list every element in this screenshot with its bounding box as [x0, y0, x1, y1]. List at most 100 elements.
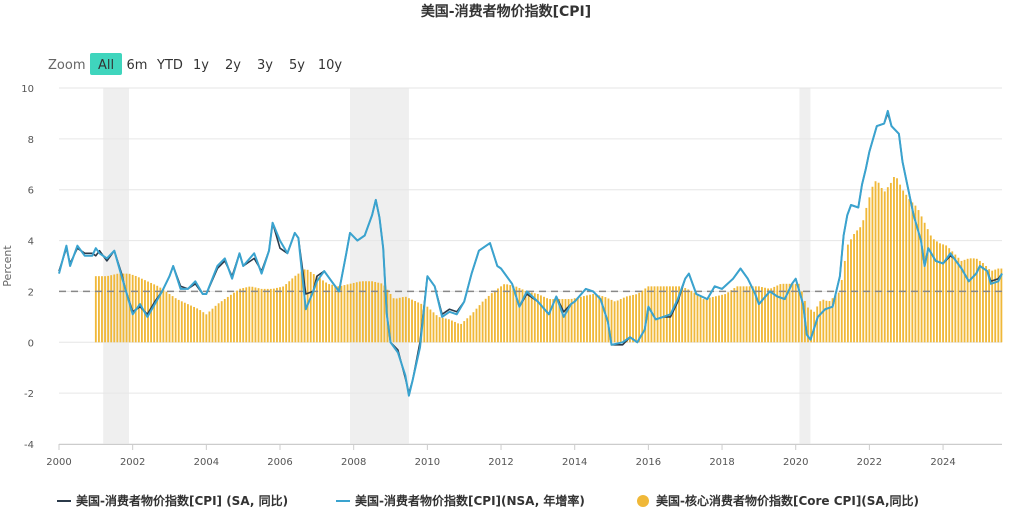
core-cpi-bar	[137, 277, 140, 343]
core-cpi-bar	[454, 321, 456, 343]
zoom-button-label[interactable]: 10y	[318, 58, 343, 73]
core-cpi-bar	[233, 292, 235, 343]
recession-band-2	[799, 88, 811, 444]
core-cpi-bar	[174, 298, 177, 343]
core-cpi-bar	[589, 294, 591, 343]
core-cpi-bar	[352, 282, 355, 343]
core-cpi-bar	[466, 318, 469, 343]
core-cpi-bar	[632, 294, 634, 343]
core-cpi-bar	[180, 301, 183, 343]
core-cpi-bar	[877, 182, 880, 343]
core-cpi-bar	[727, 292, 730, 343]
core-cpi-bar	[810, 309, 812, 343]
core-cpi-bar	[202, 312, 205, 343]
core-cpi-bar	[493, 290, 496, 343]
core-cpi-bar	[942, 244, 944, 343]
x-tick-label: 2014	[562, 457, 587, 468]
core-cpi-bar	[595, 294, 598, 343]
legend-item-1[interactable]: 美国-消费者物价指数[CPI](NSA, 年增率)	[336, 493, 585, 508]
core-cpi-bar	[742, 286, 745, 343]
core-cpi-bar	[251, 286, 254, 343]
zoom-button-label[interactable]: 2y	[225, 58, 241, 73]
core-cpi-bar	[325, 282, 327, 343]
core-cpi-bar	[825, 300, 828, 343]
zoom-button-6m[interactable]: 6m	[124, 53, 150, 75]
core-cpi-bar	[358, 281, 361, 343]
core-cpi-bar	[819, 301, 822, 343]
core-cpi-bar	[982, 263, 984, 343]
core-cpi-bar	[199, 310, 202, 343]
core-cpi-bar	[794, 283, 797, 343]
core-cpi-bar	[672, 286, 674, 343]
core-cpi-bar	[549, 299, 552, 343]
zoom-button-label[interactable]: 5y	[289, 58, 305, 73]
core-cpi-bar	[512, 285, 515, 343]
zoom-button-ytd[interactable]: YTD	[156, 53, 184, 75]
chart-title: 美国-消费者物价指数[CPI]	[421, 3, 591, 20]
core-cpi-bar	[610, 299, 613, 343]
core-cpi-bar	[601, 296, 604, 343]
core-cpi-bar	[656, 286, 659, 343]
legend-item-2[interactable]: 美国-核心消费者物价指数[Core CPI](SA,同比)	[637, 493, 919, 508]
legend-label: 美国-消费者物价指数[CPI] (SA, 同比)	[76, 493, 288, 508]
core-cpi-bar	[859, 227, 862, 343]
core-cpi-bar	[371, 281, 374, 343]
core-cpi-bar	[113, 274, 116, 343]
y-tick-label: -4	[24, 440, 34, 451]
core-cpi-bar	[951, 251, 954, 343]
core-cpi-bar	[171, 296, 174, 343]
core-cpi-bar	[319, 278, 321, 343]
core-cpi-bar	[349, 283, 352, 343]
core-cpi-bar	[497, 288, 499, 343]
core-cpi-bar	[404, 296, 407, 343]
core-cpi-bar	[205, 314, 208, 343]
y-tick-label: 8	[28, 135, 34, 146]
zoom-button-label[interactable]: All	[98, 58, 114, 73]
zoom-button-label[interactable]: 6m	[127, 58, 148, 73]
core-cpi-bar	[530, 292, 533, 343]
zoom-toolbar: Zoom All 6m YTD 1y 2y 3y 5y 10y	[48, 53, 344, 75]
core-cpi-bar	[435, 315, 438, 343]
core-cpi-bar	[622, 297, 625, 343]
core-cpi-bar	[190, 305, 192, 343]
core-cpi-bar	[978, 260, 981, 343]
core-cpi-bar	[865, 207, 868, 343]
core-cpi-bar	[153, 284, 156, 343]
core-cpi-bar	[757, 286, 760, 343]
zoom-button-label[interactable]: 3y	[257, 58, 273, 73]
legend-item-0[interactable]: 美国-消费者物价指数[CPI] (SA, 同比)	[57, 493, 288, 508]
core-cpi-bar	[997, 268, 1000, 343]
core-cpi-bar	[923, 222, 926, 343]
core-cpi-bar	[162, 289, 165, 343]
zoom-button-all[interactable]: All	[90, 53, 122, 75]
core-cpi-bar	[279, 287, 281, 343]
zoom-button-bg[interactable]	[90, 53, 122, 75]
core-cpi-bar	[426, 306, 429, 343]
core-cpi-bar	[558, 299, 561, 343]
core-cpi-bar	[263, 288, 266, 343]
core-cpi-bar	[874, 181, 877, 343]
core-cpi-bar	[540, 295, 542, 343]
core-cpi-bar	[276, 287, 278, 343]
core-cpi-bar	[365, 281, 367, 343]
zoom-button-label[interactable]: 1y	[193, 58, 209, 73]
zoom-button-3y[interactable]: 3y	[254, 53, 276, 75]
core-cpi-bar	[613, 301, 616, 343]
core-cpi-bar	[300, 271, 303, 343]
core-cpi-bar	[957, 257, 960, 343]
core-cpi-bar	[248, 286, 251, 343]
zoom-button-10y[interactable]: 10y	[316, 53, 344, 75]
core-cpi-bar	[776, 285, 779, 343]
zoom-button-2y[interactable]: 2y	[222, 53, 244, 75]
zoom-button-label[interactable]: YTD	[156, 58, 183, 73]
core-cpi-bar	[469, 315, 472, 343]
x-tick-label: 2004	[194, 457, 219, 468]
core-cpi-bar	[902, 190, 905, 343]
zoom-button-5y[interactable]: 5y	[286, 53, 308, 75]
core-cpi-bar	[377, 282, 380, 343]
zoom-button-1y[interactable]: 1y	[190, 53, 212, 75]
core-cpi-bar	[883, 191, 886, 343]
core-cpi-bar	[932, 239, 935, 343]
core-cpi-bar	[389, 293, 392, 343]
core-cpi-bar	[447, 319, 450, 343]
